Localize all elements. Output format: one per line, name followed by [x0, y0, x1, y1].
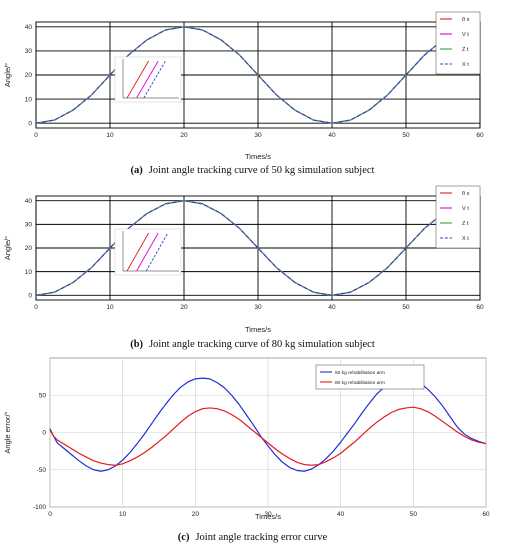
x-tick-label: 40	[328, 132, 336, 139]
legend-label: θ x	[462, 191, 470, 197]
x-tick-label: 0	[34, 304, 38, 311]
y-tick-label: -50	[37, 467, 47, 474]
legend-label: V t	[462, 206, 469, 212]
x-tick-label: 40	[337, 511, 345, 518]
series-line-3	[35, 200, 481, 296]
legend-label: X t	[462, 236, 469, 242]
inset-box	[114, 56, 182, 103]
y-tick-label: 50	[39, 392, 47, 399]
caption-a-text: Joint angle tracking curve of 50 kg simu…	[148, 165, 375, 176]
y-axis-label: Angle/°	[3, 63, 12, 87]
x-axis-label: Times/s	[245, 325, 271, 334]
legend-label: V t	[462, 32, 469, 38]
caption-a: (a) Joint angle tracking curve of 50 kg s…	[0, 165, 505, 176]
x-tick-label: 0	[34, 132, 38, 139]
x-tick-label: 30	[254, 304, 262, 311]
legend-label: Z t	[462, 47, 469, 53]
chart-1: 0 10 20 30 40 50 60 0 10 20 30 40 Times/s Angle/° θ x V…	[3, 185, 484, 334]
y-axis-label: Angle error/°	[3, 411, 12, 453]
x-tick-label: 30	[264, 511, 272, 518]
x-tick-label: 30	[254, 132, 262, 139]
x-tick-label: 60	[476, 304, 484, 311]
series-line-2	[35, 26, 481, 124]
y-tick-label: 20	[25, 72, 33, 79]
y-tick-label: -100	[33, 504, 46, 511]
x-tick-label: 50	[402, 132, 410, 139]
series-line-1	[49, 406, 487, 466]
inset-series-line	[136, 232, 159, 272]
x-tick-label: 20	[180, 132, 188, 139]
inset-series-line	[126, 232, 149, 272]
legend-label: θ x	[462, 17, 470, 23]
inset-series-line	[136, 60, 159, 99]
y-tick-label: 40	[25, 198, 33, 205]
inset-series-line	[126, 60, 149, 99]
legend-box	[315, 364, 425, 390]
caption-b: (b) Joint angle tracking curve of 80 kg s…	[0, 339, 505, 350]
y-tick-label: 10	[25, 269, 33, 276]
legend-label: 80 kg rehabilitation arm	[335, 380, 385, 386]
y-tick-label: 30	[25, 222, 33, 229]
inset-series-line	[145, 232, 169, 272]
inset-box	[114, 228, 182, 276]
y-tick-label: 40	[25, 24, 33, 31]
caption-c: (c) Joint angle tracking error curve	[0, 532, 505, 543]
chart-0: 0 10 20 30 40 50 60 0 10 20 30 40 Times/s Angle/° θ x V…	[3, 11, 484, 161]
x-tick-label: 10	[119, 511, 127, 518]
y-tick-label: 0	[28, 292, 32, 299]
caption-a-tag: (a)	[130, 165, 143, 176]
legend-label: 50 kg rehabilitation arm	[335, 370, 385, 376]
x-tick-label: 10	[106, 132, 114, 139]
x-tick-label: 20	[192, 511, 200, 518]
y-tick-label: 30	[25, 48, 33, 55]
legend-box	[435, 11, 481, 75]
x-tick-label: 50	[402, 304, 410, 311]
x-axis-label: Times/s	[255, 512, 281, 521]
caption-b-tag: (b)	[130, 339, 144, 350]
caption-b-text: Joint angle tracking curve of 80 kg simu…	[149, 339, 375, 350]
x-tick-label: 10	[106, 304, 114, 311]
x-tick-label: 60	[482, 511, 490, 518]
legend-label: Z t	[462, 221, 469, 227]
y-tick-label: 0	[28, 120, 32, 127]
caption-c-text: Joint angle tracking error curve	[195, 532, 328, 543]
y-tick-label: 0	[42, 430, 46, 437]
legend-box	[435, 185, 481, 249]
x-axis-label: Times/s	[245, 152, 271, 161]
caption-c-tag: (c)	[177, 532, 190, 543]
x-tick-label: 0	[48, 511, 52, 518]
chart-2: 0 10 20 30 40 50 60 -100 -50 0 50 Times/s Angle erro…	[3, 357, 490, 521]
y-tick-label: 20	[25, 245, 33, 252]
x-tick-label: 40	[328, 304, 336, 311]
y-tick-label: 10	[25, 96, 33, 103]
legend-label: X t	[462, 62, 469, 68]
x-tick-label: 50	[410, 511, 418, 518]
y-axis-label: Angle/°	[3, 236, 12, 260]
x-tick-label: 60	[476, 132, 484, 139]
inset-series-line	[143, 60, 166, 99]
x-tick-label: 20	[180, 304, 188, 311]
